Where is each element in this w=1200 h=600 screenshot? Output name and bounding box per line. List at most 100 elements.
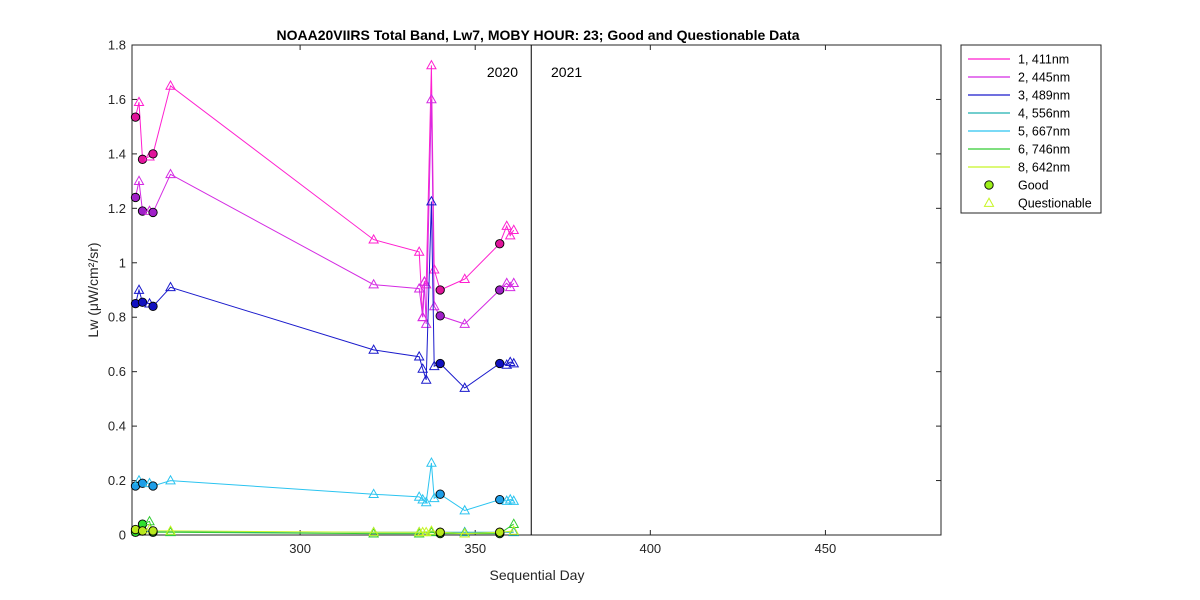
data-point-questionable bbox=[501, 220, 513, 230]
legend-item-2: 2, 445nm bbox=[968, 71, 1070, 85]
data-point-questionable bbox=[165, 525, 176, 535]
data-point-good bbox=[495, 494, 505, 505]
data-point-good bbox=[435, 489, 445, 499]
legend-label: 6, 746nm bbox=[1018, 143, 1070, 157]
data-point-questionable bbox=[419, 276, 430, 286]
legend-marker-good bbox=[984, 180, 994, 190]
series-2 bbox=[130, 93, 520, 328]
data-point-good bbox=[130, 112, 141, 122]
data-point-questionable bbox=[459, 382, 471, 392]
legend-label: 2, 445nm bbox=[1018, 71, 1070, 85]
data-point-questionable bbox=[508, 518, 520, 528]
x-axis-label: Sequential Day bbox=[490, 567, 585, 583]
data-point-good bbox=[435, 527, 445, 537]
series-7 bbox=[130, 523, 520, 538]
data-point-questionable bbox=[504, 229, 516, 240]
data-point-good bbox=[495, 285, 505, 295]
data-point-questionable bbox=[508, 357, 520, 368]
data-point-questionable bbox=[459, 526, 471, 537]
data-point-questionable bbox=[428, 492, 440, 503]
data-point-questionable bbox=[368, 233, 380, 244]
data-point-questionable bbox=[417, 363, 429, 373]
legend-item-7: 8, 642nm bbox=[968, 161, 1070, 175]
legend-item-1: 1, 411nm bbox=[968, 53, 1069, 67]
y-tick-label: 0.2 bbox=[108, 473, 126, 488]
data-point-questionable bbox=[420, 374, 432, 384]
data-point-questionable bbox=[413, 246, 425, 256]
data-point-good bbox=[137, 154, 148, 164]
year-label-2020: 2020 bbox=[487, 64, 518, 80]
y-tick-label: 0.8 bbox=[108, 310, 126, 325]
legend-item-5: 5, 667nm bbox=[968, 125, 1070, 139]
y-tick-label: 0.6 bbox=[108, 364, 126, 379]
data-point-good bbox=[148, 481, 158, 491]
series-5 bbox=[130, 457, 520, 515]
data-point-questionable bbox=[368, 527, 380, 538]
x-axis: 300 350 400 450 bbox=[289, 45, 836, 556]
plot-area bbox=[131, 44, 942, 536]
legend-item-3: 3, 489nm bbox=[968, 89, 1070, 103]
y-axis-label: Lw (μW/cm²/sr) bbox=[85, 242, 101, 337]
data-point-questionable bbox=[508, 495, 520, 505]
y-tick-label: 1.6 bbox=[108, 92, 126, 107]
series-group bbox=[130, 59, 520, 539]
data-point-good bbox=[435, 285, 445, 295]
chart-title: NOAA20VIIRS Total Band, Lw7, MOBY HOUR: … bbox=[277, 27, 800, 43]
data-point-good bbox=[148, 149, 158, 159]
data-point-questionable bbox=[165, 526, 176, 537]
legend-label: 4, 556nm bbox=[1018, 107, 1070, 121]
data-point-questionable bbox=[426, 59, 437, 70]
x-tick-label: 300 bbox=[289, 541, 311, 556]
y-tick-label: 0 bbox=[119, 528, 126, 543]
data-point-questionable bbox=[428, 300, 440, 311]
data-point-questionable bbox=[368, 344, 380, 354]
data-point-good bbox=[435, 358, 445, 369]
x-tick-label: 350 bbox=[464, 541, 486, 556]
y-tick-label: 1.4 bbox=[108, 146, 126, 161]
data-point-questionable bbox=[133, 175, 145, 185]
data-point-questionable bbox=[459, 527, 471, 538]
data-point-questionable bbox=[133, 96, 145, 107]
data-point-questionable bbox=[508, 277, 520, 288]
data-point-questionable bbox=[368, 278, 380, 289]
y-tick-label: 1.8 bbox=[108, 38, 126, 53]
legend-item-questionable: Questionable bbox=[983, 197, 1092, 211]
data-point-questionable bbox=[368, 488, 380, 499]
x-tick-label: 400 bbox=[639, 541, 661, 556]
data-point-questionable bbox=[459, 273, 471, 283]
data-point-questionable bbox=[501, 495, 513, 505]
data-point-questionable bbox=[501, 359, 513, 369]
y-tick-label: 0.4 bbox=[108, 419, 126, 434]
data-point-questionable bbox=[420, 318, 432, 328]
data-point-questionable bbox=[426, 457, 437, 467]
data-point-good bbox=[495, 527, 505, 537]
data-point-questionable bbox=[508, 525, 520, 535]
data-point-questionable bbox=[413, 282, 425, 293]
data-point-questionable bbox=[165, 474, 176, 485]
legend-item-4: 4, 556nm bbox=[968, 107, 1070, 121]
y-axis: 0 0.2 0.4 0.6 0.8 1 1.2 1.4 1.6 1.8 bbox=[108, 38, 941, 543]
legend-item-good: Good bbox=[984, 179, 1049, 193]
legend-marker-questionable bbox=[983, 197, 995, 207]
legend-label: 1, 411nm bbox=[1018, 53, 1069, 67]
data-point-questionable bbox=[459, 504, 471, 515]
data-point-questionable bbox=[165, 168, 176, 179]
data-point-questionable bbox=[426, 93, 437, 104]
data-point-questionable bbox=[133, 284, 145, 294]
data-point-good bbox=[137, 297, 148, 307]
legend: 1, 411nm 2, 445nm 3, 489nm 4, 556nm 5, 667nm… bbox=[960, 44, 1102, 214]
data-point-good bbox=[148, 207, 158, 218]
data-point-questionable bbox=[501, 277, 513, 288]
year-label-2021: 2021 bbox=[551, 64, 582, 80]
legend-label: Good bbox=[1018, 179, 1049, 193]
y-tick-label: 1 bbox=[119, 255, 126, 270]
y-tick-label: 1.2 bbox=[108, 201, 126, 216]
data-point-good bbox=[495, 358, 505, 369]
data-point-questionable bbox=[165, 281, 176, 292]
data-point-good bbox=[148, 301, 158, 311]
legend-box bbox=[960, 44, 1102, 214]
legend-item-6: 6, 746nm bbox=[968, 143, 1070, 157]
data-point-questionable bbox=[459, 318, 471, 328]
data-point-good bbox=[495, 239, 505, 249]
